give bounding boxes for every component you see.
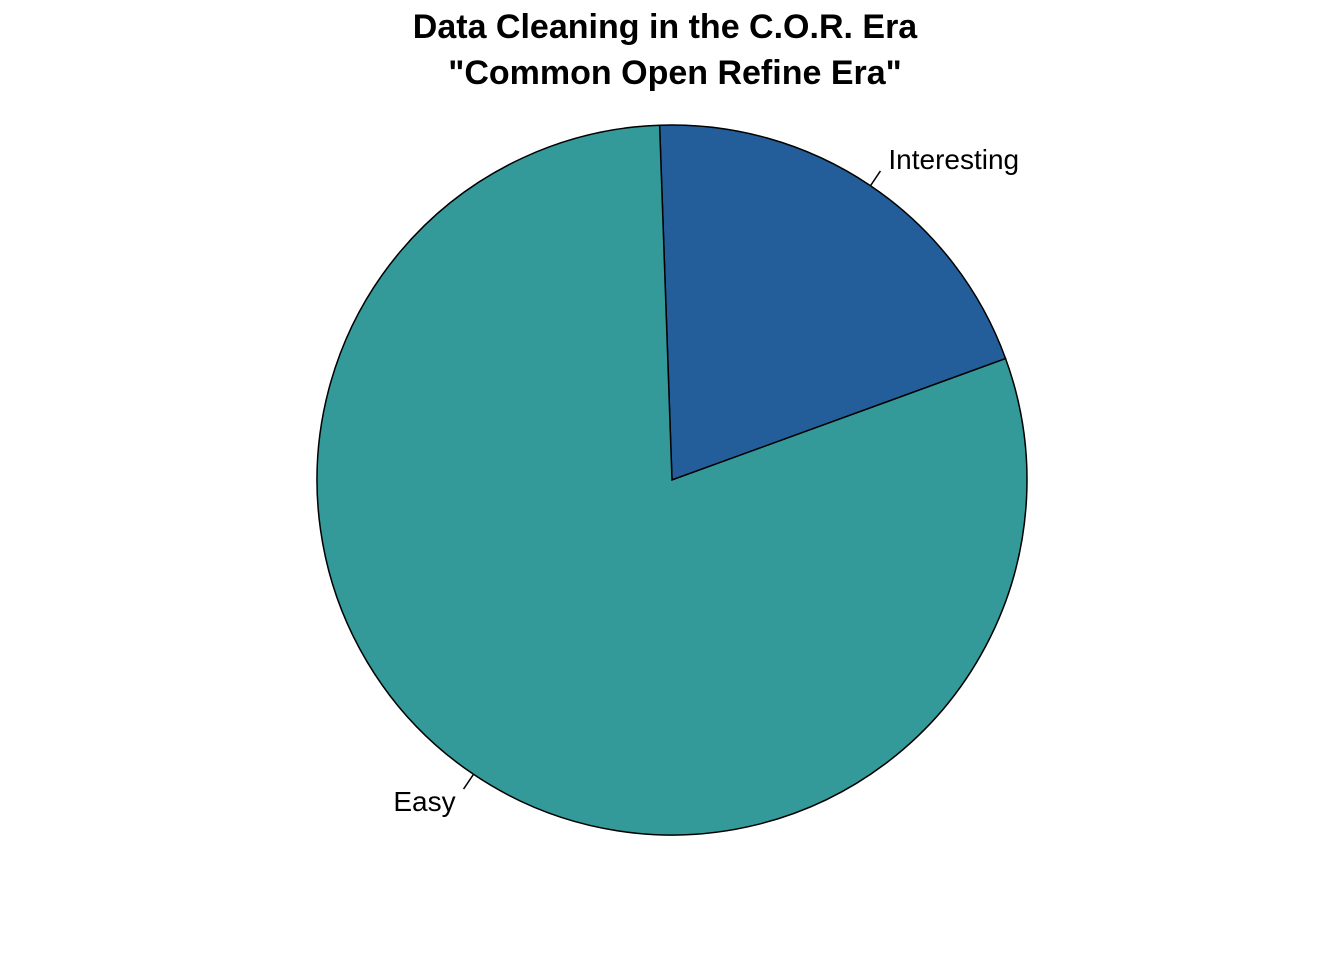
label-tick-easy bbox=[462, 773, 475, 790]
pie-slice-interesting bbox=[658, 124, 1007, 482]
slice-label-interesting: Interesting bbox=[888, 144, 1019, 175]
slice-label-easy: Easy bbox=[393, 786, 455, 817]
chart-subtitle: "Common Open Refine Era" bbox=[448, 54, 902, 92]
chart-title: Data Cleaning in the C.O.R. Era bbox=[413, 8, 919, 46]
pie-labels: Interesting Easy bbox=[393, 144, 1019, 817]
label-tick-interesting bbox=[869, 170, 882, 187]
pie-slices bbox=[316, 124, 1028, 836]
